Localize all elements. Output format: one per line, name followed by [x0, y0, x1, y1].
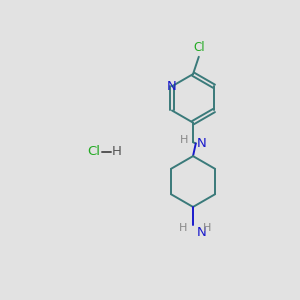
Text: H: H	[180, 135, 188, 145]
Text: N: N	[196, 226, 206, 239]
Text: N: N	[197, 137, 207, 150]
Text: H: H	[203, 223, 211, 233]
Text: H: H	[179, 223, 187, 233]
Text: Cl: Cl	[193, 41, 205, 54]
Text: H: H	[112, 145, 122, 158]
Text: Cl: Cl	[87, 145, 100, 158]
Text: N: N	[167, 80, 177, 93]
